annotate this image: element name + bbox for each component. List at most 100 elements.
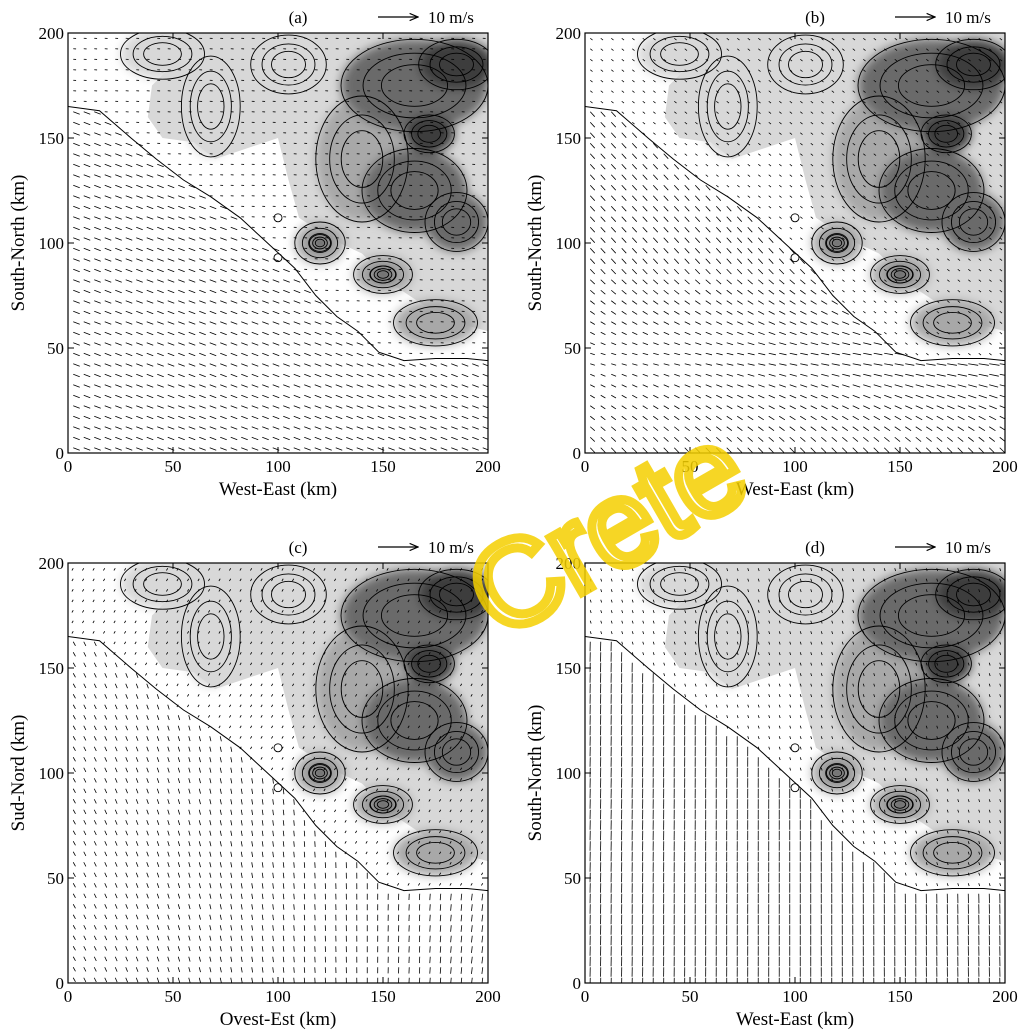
wind-vector	[397, 799, 400, 802]
wind-vector	[863, 132, 866, 135]
wind-vector	[157, 289, 164, 294]
wind-vector	[715, 216, 722, 222]
wind-vector	[260, 578, 263, 582]
wind-vector	[957, 447, 963, 453]
wind-vector	[241, 237, 248, 241]
wind-vector	[978, 258, 982, 261]
wind-vector	[716, 394, 723, 399]
wind-vector	[146, 977, 149, 983]
wind-vector	[146, 925, 149, 930]
wind-vector	[758, 100, 761, 104]
contour-line	[315, 95, 409, 223]
wind-vector	[631, 195, 638, 201]
wind-vector	[684, 142, 688, 146]
wind-vector	[936, 79, 940, 83]
wind-vector	[220, 268, 227, 273]
wind-vector	[73, 426, 80, 430]
wind-vector	[145, 610, 148, 613]
wind-vector	[344, 662, 347, 666]
wind-vector	[632, 111, 635, 114]
wind-vector	[936, 415, 944, 421]
wind-vector	[589, 195, 596, 201]
wind-vector	[758, 331, 765, 335]
wind-vector	[674, 300, 680, 305]
wind-vector	[747, 163, 751, 167]
wind-vector	[905, 121, 908, 125]
wind-vector	[968, 310, 971, 314]
wind-vector	[449, 652, 452, 655]
y-tick-label: 200	[556, 24, 582, 43]
wind-vector	[611, 321, 617, 325]
wind-vector	[177, 904, 181, 910]
wind-vector	[208, 725, 211, 729]
wind-vector	[260, 568, 263, 571]
wind-vector	[989, 405, 997, 410]
wind-vector	[282, 956, 285, 963]
wind-vector	[176, 641, 179, 645]
wind-vector	[103, 610, 106, 613]
wind-vector	[779, 331, 786, 335]
wind-vector	[376, 872, 379, 876]
wind-vector	[705, 268, 711, 275]
wind-vector	[968, 268, 971, 272]
wind-vector	[831, 205, 835, 209]
contour-line	[928, 120, 965, 148]
wind-vector	[589, 237, 596, 243]
wind-vector	[758, 174, 761, 177]
wind-vector	[705, 363, 713, 366]
wind-vector	[104, 851, 108, 857]
wind-vector	[947, 279, 950, 282]
wind-vector	[873, 415, 881, 421]
wind-vector	[167, 820, 170, 826]
wind-vector	[989, 174, 992, 177]
wind-vector	[684, 405, 691, 410]
wind-vector	[460, 673, 463, 676]
wind-vector	[115, 174, 122, 178]
wind-vector	[652, 174, 659, 180]
wind-vector	[282, 883, 285, 889]
wind-vector	[831, 331, 840, 335]
wind-vector	[94, 310, 101, 315]
wind-vector	[695, 174, 698, 177]
wind-vector	[94, 195, 101, 199]
wind-vector	[590, 321, 596, 325]
wind-vector	[831, 153, 835, 156]
wind-vector	[852, 37, 856, 41]
wind-vector	[642, 279, 648, 285]
wind-vector	[999, 436, 1005, 442]
wind-vector	[810, 331, 818, 335]
wind-vector	[621, 58, 625, 62]
wind-vector	[209, 851, 212, 857]
wind-vector	[282, 967, 285, 973]
wind-vector	[208, 620, 211, 624]
wind-vector	[663, 394, 670, 399]
wind-vector	[323, 641, 326, 645]
wind-vector	[821, 226, 824, 230]
wind-vector	[219, 778, 222, 784]
wind-vector	[136, 300, 143, 304]
wind-vector	[589, 163, 596, 170]
wind-vector	[261, 830, 264, 837]
wind-vector	[947, 352, 950, 356]
wind-vector	[821, 342, 829, 346]
wind-vector	[926, 279, 929, 282]
wind-vector	[842, 300, 845, 303]
contour-line	[271, 580, 306, 609]
wind-vector	[768, 174, 772, 177]
wind-vector	[873, 111, 877, 114]
wind-vector	[135, 904, 139, 909]
wind-vector	[304, 426, 311, 430]
wind-vector	[262, 279, 269, 283]
wind-vector	[653, 121, 656, 125]
wind-vector	[884, 237, 887, 240]
wind-vector	[884, 174, 887, 177]
wind-vector	[989, 184, 992, 188]
wind-vector	[716, 79, 719, 83]
wind-vector	[894, 342, 898, 345]
wind-vector	[302, 568, 305, 571]
wind-vector	[737, 121, 740, 125]
wind-vector	[282, 841, 285, 847]
wind-vector	[621, 352, 627, 356]
wind-vector	[83, 205, 91, 210]
wind-vector	[365, 809, 368, 813]
